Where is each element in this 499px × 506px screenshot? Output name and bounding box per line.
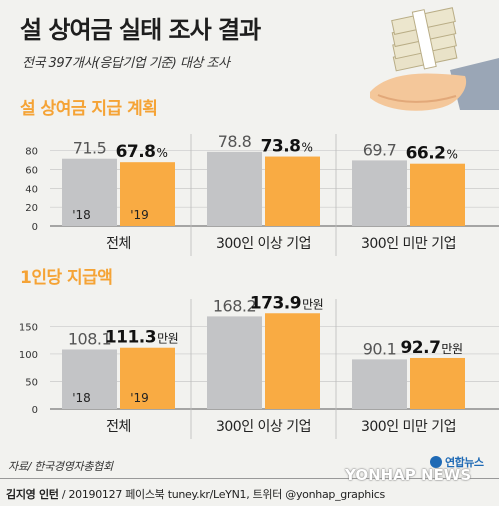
category-label: 전체 xyxy=(106,236,131,252)
value-label: 78.8 xyxy=(218,132,252,151)
series-year-label: '18 xyxy=(72,391,91,405)
value-label: 108.1 xyxy=(68,329,111,348)
value-label: 168.2 xyxy=(213,296,256,315)
bar xyxy=(62,158,117,226)
bar xyxy=(352,359,407,409)
category-label: 300인 이상 기업 xyxy=(216,419,311,435)
value-unit: % xyxy=(447,148,458,162)
value-label: 111.3만원 xyxy=(105,328,178,348)
agency-name-en: YONHAP NEWS xyxy=(345,466,472,484)
value-label: 173.9만원 xyxy=(250,293,323,313)
money-hand-illustration xyxy=(370,7,499,111)
value-label: 71.5 xyxy=(73,139,107,158)
chart2-title: 1인당 지급액 xyxy=(20,268,113,288)
credit-rest: / 20190127 페이스북 tuney.kr/LeYN1, 트위터 @yon… xyxy=(58,488,385,501)
bar xyxy=(207,316,262,409)
value-label: 67.8% xyxy=(116,142,168,162)
value-unit: 만원 xyxy=(441,342,462,356)
y-tick-label: 0 xyxy=(32,405,38,416)
category-label: 300인 미만 기업 xyxy=(361,419,456,435)
y-tick-label: 50 xyxy=(25,377,38,388)
source-note: 자료/ 한국경영자총협회 xyxy=(8,460,113,473)
bar xyxy=(410,357,465,409)
value-unit: % xyxy=(302,141,313,155)
value-label: 92.7만원 xyxy=(400,338,462,358)
value-label: 66.2% xyxy=(406,144,458,164)
y-tick-label: 0 xyxy=(32,222,38,233)
chart1-title: 설 상여금 지급 계획 xyxy=(20,99,158,119)
value-unit: 만원 xyxy=(302,297,323,311)
value-label: 69.7 xyxy=(363,140,397,159)
page-subtitle: 전국 397개사(응답기업 기준) 대상 조사 xyxy=(22,56,230,71)
y-tick-label: 20 xyxy=(25,203,38,214)
bar xyxy=(120,347,175,409)
y-tick-label: 80 xyxy=(25,147,38,158)
agency-logo-icon xyxy=(430,456,442,468)
series-year-label: '19 xyxy=(130,391,149,405)
value-label: 73.8% xyxy=(261,137,313,157)
footer-divider xyxy=(0,478,499,479)
category-label: 300인 미만 기업 xyxy=(361,236,456,252)
value-label: 90.1 xyxy=(363,339,397,358)
agency-name-ko: 연합뉴스 xyxy=(445,456,484,469)
y-tick-label: 100 xyxy=(19,350,38,361)
bar xyxy=(207,151,262,226)
y-tick-label: 150 xyxy=(19,322,38,333)
bar xyxy=(265,156,320,226)
bonus-amount-chart: 0 50 100 150 108.1 '18 111.3만원 '19 전체 168.2173.9만… xyxy=(19,293,499,439)
y-tick-label: 40 xyxy=(25,184,38,195)
bar xyxy=(352,160,407,226)
y-tick-label: 60 xyxy=(25,166,38,177)
credit-author: 김지영 인턴 xyxy=(6,488,59,501)
credit-line: 김지영 인턴 / 20190127 페이스북 tuney.kr/LeYN1, 트… xyxy=(6,486,385,502)
bar xyxy=(410,163,465,226)
value-unit: 만원 xyxy=(157,332,178,346)
bar xyxy=(265,313,320,409)
bonus-plan-chart: 0 20 40 60 80 71.5 '18 67.8% '19 전체 78.8 73.8% 300인 … xyxy=(25,132,499,256)
series-year-label: '19 xyxy=(130,208,149,222)
bar xyxy=(62,349,117,409)
category-label: 전체 xyxy=(106,419,131,435)
value-unit: % xyxy=(157,146,168,160)
series-year-label: '18 xyxy=(72,208,91,222)
page-title: 설 상여금 실태 조사 결과 xyxy=(20,16,261,44)
bar xyxy=(120,162,175,226)
category-label: 300인 이상 기업 xyxy=(216,236,311,252)
